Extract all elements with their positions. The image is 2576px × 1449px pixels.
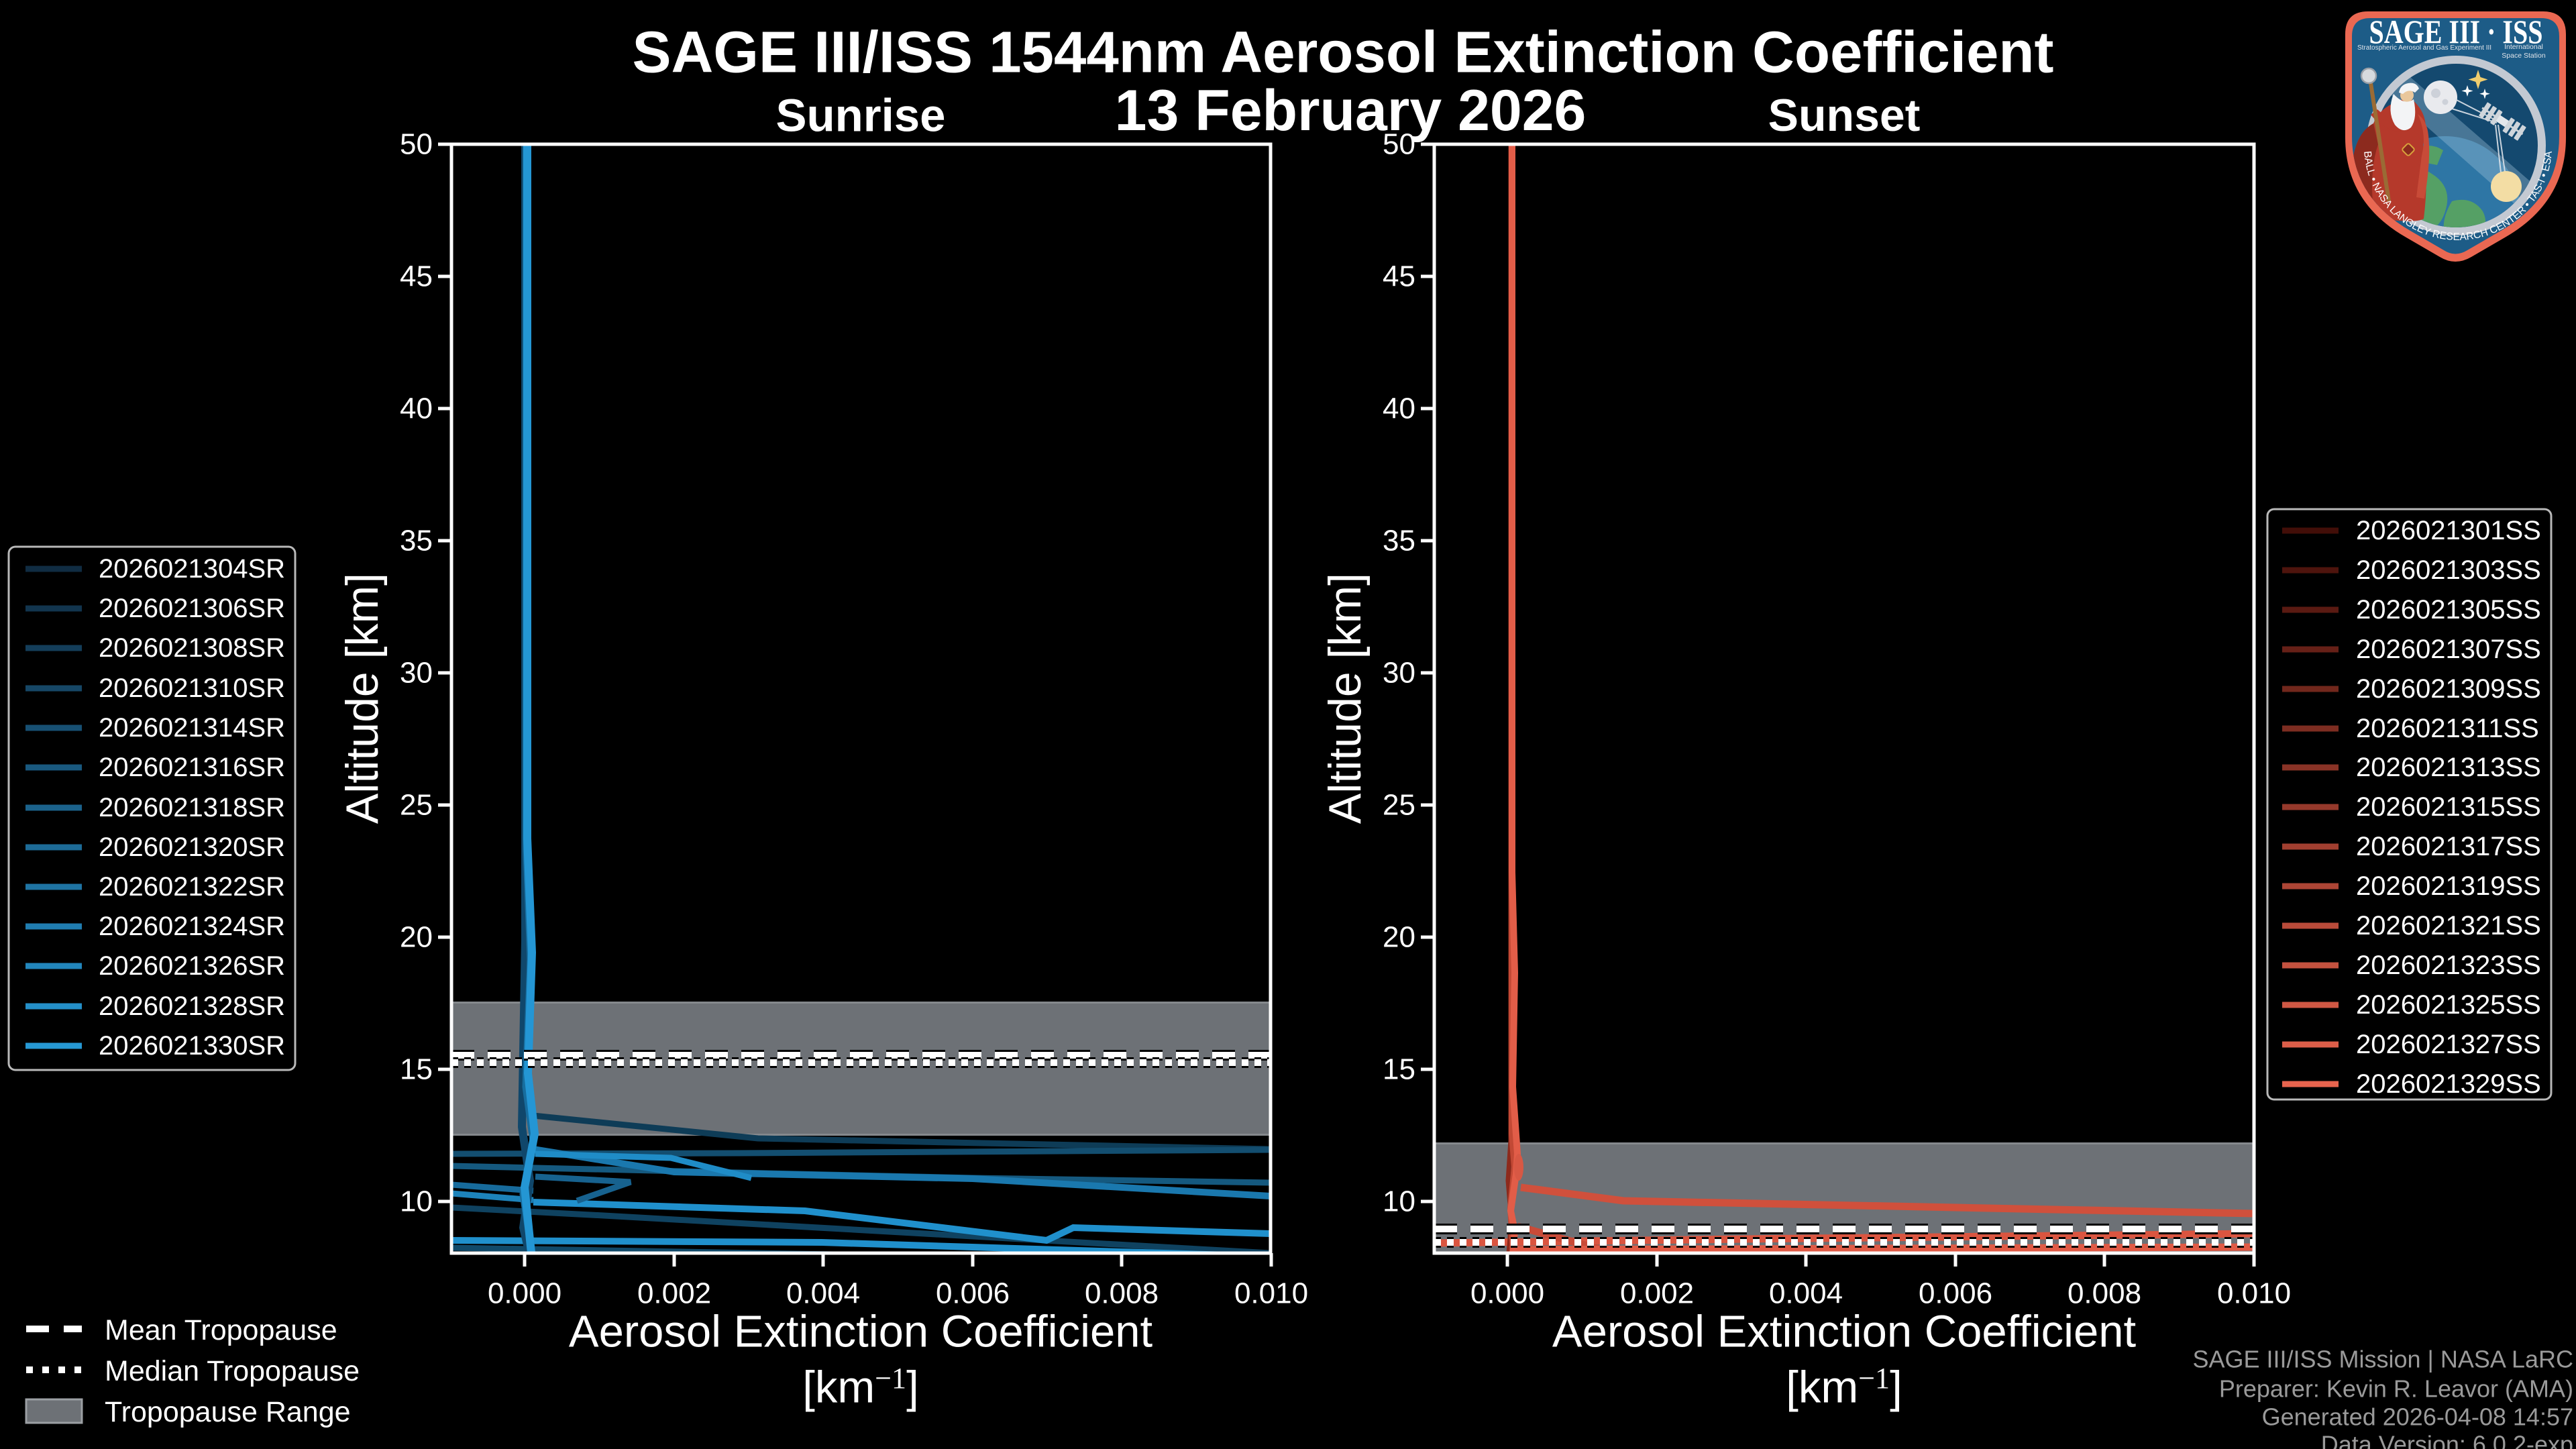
svg-text:2026021315SS: 2026021315SS <box>2356 792 2541 822</box>
svg-text:2026021307SS: 2026021307SS <box>2356 635 2541 664</box>
svg-text:0.004: 0.004 <box>1769 1277 1843 1310</box>
svg-text:SAGE III/ISS 1544nm Aerosol Ex: SAGE III/ISS 1544nm Aerosol Extinction C… <box>632 20 2053 85</box>
svg-text:2026021301SS: 2026021301SS <box>2356 516 2541 545</box>
svg-text:Preparer: Kevin R. Leavor (AMA: Preparer: Kevin R. Leavor (AMA) <box>2219 1375 2573 1403</box>
svg-text:50: 50 <box>1383 128 1415 161</box>
svg-text:2026021313SS: 2026021313SS <box>2356 753 2541 782</box>
svg-text:Altitude [km]: Altitude [km] <box>1320 573 1371 824</box>
svg-text:Median Tropopause: Median Tropopause <box>105 1355 360 1387</box>
svg-text:2026021327SS: 2026021327SS <box>2356 1030 2541 1059</box>
svg-text:0.008: 0.008 <box>1085 1277 1159 1310</box>
svg-text:25: 25 <box>1383 789 1415 822</box>
svg-text:2026021303SS: 2026021303SS <box>2356 555 2541 585</box>
svg-text:25: 25 <box>400 789 433 822</box>
svg-text:0.000: 0.000 <box>1470 1277 1544 1310</box>
svg-text:0.002: 0.002 <box>1620 1277 1694 1310</box>
svg-text:Sunrise: Sunrise <box>775 90 945 142</box>
svg-text:International: International <box>2504 43 2543 51</box>
svg-text:Data Version: 6.0.2-exp: Data Version: 6.0.2-exp <box>2321 1431 2573 1449</box>
svg-text:Sunset: Sunset <box>1768 90 1921 141</box>
svg-text:2026021321SS: 2026021321SS <box>2356 911 2541 941</box>
svg-text:2026021306SR: 2026021306SR <box>99 594 285 623</box>
svg-text:Aerosol Extinction Coefficient: Aerosol Extinction Coefficient <box>1552 1307 2137 1357</box>
svg-text:45: 45 <box>1383 260 1415 293</box>
svg-text:2026021329SS: 2026021329SS <box>2356 1069 2541 1099</box>
svg-text:20: 20 <box>400 921 433 954</box>
svg-text:2026021318SR: 2026021318SR <box>99 793 285 822</box>
svg-text:50: 50 <box>400 128 433 161</box>
svg-text:35: 35 <box>1383 525 1415 557</box>
svg-text:2026021320SR: 2026021320SR <box>99 833 285 862</box>
svg-text:0.006: 0.006 <box>936 1277 1010 1310</box>
svg-text:10: 10 <box>1383 1185 1415 1218</box>
svg-text:35: 35 <box>400 525 433 557</box>
svg-text:2026021328SR: 2026021328SR <box>99 991 285 1021</box>
svg-text:Tropopause Range: Tropopause Range <box>105 1396 351 1428</box>
svg-text:Aerosol Extinction Coefficient: Aerosol Extinction Coefficient <box>569 1307 1153 1357</box>
svg-text:2026021310SR: 2026021310SR <box>99 674 285 703</box>
svg-text:40: 40 <box>400 392 433 425</box>
svg-text:2026021322SR: 2026021322SR <box>99 872 285 902</box>
svg-text:Altitude [km]: Altitude [km] <box>337 573 388 824</box>
svg-text:SAGE III/ISS Mission | NASA La: SAGE III/ISS Mission | NASA LaRC <box>2192 1346 2573 1373</box>
svg-text:Mean Tropopause: Mean Tropopause <box>105 1314 337 1346</box>
svg-text:0.008: 0.008 <box>2068 1277 2141 1310</box>
svg-text:2026021304SR: 2026021304SR <box>99 554 285 584</box>
svg-text:40: 40 <box>1383 392 1415 425</box>
svg-text:0.000: 0.000 <box>488 1277 561 1310</box>
svg-text:20: 20 <box>1383 921 1415 954</box>
svg-text:2026021311SS: 2026021311SS <box>2356 714 2539 743</box>
svg-text:30: 30 <box>1383 657 1415 690</box>
svg-text:15: 15 <box>400 1053 433 1086</box>
svg-text:[km−1]: [km−1] <box>1786 1362 1902 1412</box>
svg-text:2026021325SS: 2026021325SS <box>2356 990 2541 1020</box>
svg-text:2026021316SR: 2026021316SR <box>99 753 285 782</box>
svg-text:SAGE III · ISS: SAGE III · ISS <box>2369 13 2543 50</box>
svg-text:2026021326SR: 2026021326SR <box>99 951 285 981</box>
svg-text:2026021305SS: 2026021305SS <box>2356 595 2541 625</box>
svg-text:2026021308SR: 2026021308SR <box>99 633 285 663</box>
svg-text:Stratospheric Aerosol and Gas: Stratospheric Aerosol and Gas Experiment… <box>2357 44 2491 52</box>
svg-text:13 February 2026: 13 February 2026 <box>1115 78 1587 143</box>
svg-text:30: 30 <box>400 657 433 690</box>
svg-text:0.002: 0.002 <box>637 1277 711 1310</box>
svg-text:45: 45 <box>400 260 433 293</box>
svg-text:10: 10 <box>400 1185 433 1218</box>
svg-text:15: 15 <box>1383 1053 1415 1086</box>
svg-text:[km−1]: [km−1] <box>802 1362 918 1412</box>
svg-text:0.010: 0.010 <box>2217 1277 2291 1310</box>
svg-text:2026021330SR: 2026021330SR <box>99 1031 285 1061</box>
svg-text:Generated 2026-04-08 14:57: Generated 2026-04-08 14:57 <box>2262 1403 2573 1431</box>
svg-text:2026021314SR: 2026021314SR <box>99 713 285 743</box>
svg-text:0.004: 0.004 <box>786 1277 860 1310</box>
svg-text:2026021323SS: 2026021323SS <box>2356 951 2541 980</box>
svg-text:2026021324SR: 2026021324SR <box>99 912 285 941</box>
svg-text:2026021317SS: 2026021317SS <box>2356 832 2541 861</box>
svg-text:0.010: 0.010 <box>1234 1277 1308 1310</box>
svg-text:2026021309SS: 2026021309SS <box>2356 674 2541 704</box>
svg-text:Space Station: Space Station <box>2502 52 2546 60</box>
svg-text:2026021319SS: 2026021319SS <box>2356 871 2541 901</box>
svg-text:0.006: 0.006 <box>1919 1277 1992 1310</box>
